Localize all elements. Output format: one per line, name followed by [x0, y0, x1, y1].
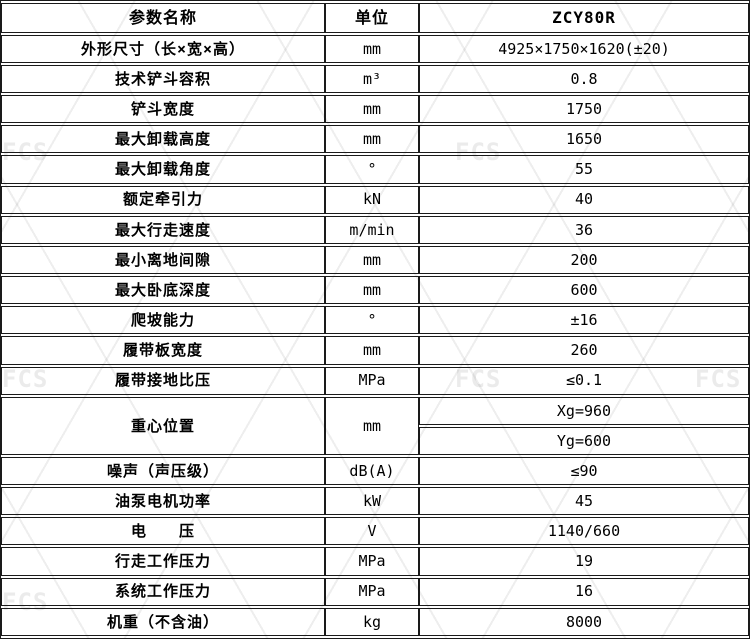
param-name-cell: 履带接地比压: [1, 366, 325, 395]
value-cell: 16: [419, 577, 749, 606]
value-cell: 1650: [419, 125, 749, 154]
unit-cell: mm: [325, 95, 419, 124]
watermark-logo: FCS: [455, 365, 502, 393]
param-name-cell: 电 压: [1, 517, 325, 546]
table-row: 最大行走速度 m/min 36: [1, 215, 749, 244]
value-cell: 260: [419, 336, 749, 365]
table-row: 系统工作压力 MPa 16: [1, 577, 749, 606]
param-name-cell: 油泵电机功率: [1, 487, 325, 516]
unit-cell: mm: [325, 125, 419, 154]
unit-cell: °: [325, 155, 419, 184]
param-name-cell: 系统工作压力: [1, 577, 325, 606]
unit-cell: kg: [325, 607, 419, 636]
param-name-cell: 履带板宽度: [1, 336, 325, 365]
table-row: 外形尺寸（长×宽×高） mm 4925×1750×1620(±20): [1, 34, 749, 63]
unit-cell: mm: [325, 276, 419, 305]
value-cell: 19: [419, 547, 749, 576]
value-cell: ±16: [419, 306, 749, 335]
table-row: 技术铲斗容积 m³ 0.8: [1, 64, 749, 94]
param-name-cell: 额定牵引力: [1, 185, 325, 214]
param-name-cell: 技术铲斗容积: [1, 64, 325, 94]
param-name-cell: 爬坡能力: [1, 306, 325, 335]
unit-cell: MPa: [325, 577, 419, 606]
unit-cell: kN: [325, 185, 419, 214]
table-row: 机重（不含油） kg 8000: [1, 607, 749, 636]
value-cell: 45: [419, 487, 749, 516]
param-name-cell: 最大卧底深度: [1, 276, 325, 305]
table-row: 额定牵引力 kN 40: [1, 185, 749, 214]
unit-cell: m³: [325, 64, 419, 94]
value-cell-xg: Xg=960: [419, 396, 749, 425]
table-row: 最小离地间隙 mm 200: [1, 245, 749, 275]
unit-cell: mm: [325, 336, 419, 365]
value-cell-yg: Yg=600: [419, 426, 749, 455]
value-cell: ≤0.1: [419, 366, 749, 395]
watermark-logo: FCS: [695, 365, 742, 393]
param-name-cell: 外形尺寸（长×宽×高）: [1, 34, 325, 63]
unit-cell: mm: [325, 34, 419, 63]
value-cell: 0.8: [419, 64, 749, 94]
value-cell: 600: [419, 276, 749, 305]
table-row: 最大卧底深度 mm 600: [1, 276, 749, 305]
table-row: 噪声（声压级） dB(A) ≤90: [1, 457, 749, 486]
value-cell: 1750: [419, 95, 749, 124]
value-cell: 36: [419, 215, 749, 244]
param-name-cell: 行走工作压力: [1, 547, 325, 576]
param-name-cell: 最大卸载角度: [1, 155, 325, 184]
watermark-logo: FCS: [2, 588, 49, 616]
value-cell: 55: [419, 155, 749, 184]
value-cell: 8000: [419, 607, 749, 636]
param-name-cell: 最小离地间隙: [1, 245, 325, 275]
param-name-cell: 重心位置: [1, 396, 325, 455]
table-row: 最大卸载高度 mm 1650: [1, 125, 749, 154]
table-row-merged-sub: Yg=600: [1, 426, 749, 455]
unit-cell: mm: [325, 245, 419, 275]
param-name-cell: 最大卸载高度: [1, 125, 325, 154]
unit-cell: dB(A): [325, 457, 419, 486]
unit-cell: mm: [325, 396, 419, 455]
table-row-merged: 重心位置 mm Xg=960: [1, 396, 749, 455]
table-row: 最大卸载角度 ° 55: [1, 155, 749, 184]
param-name-cell: 铲斗宽度: [1, 95, 325, 124]
table-row: 履带接地比压 MPa ≤0.1: [1, 366, 749, 395]
param-name-cell: 机重（不含油）: [1, 607, 325, 636]
value-cell: 1140/660: [419, 517, 749, 546]
table-row: 爬坡能力 ° ±16: [1, 306, 749, 335]
header-parameter-name: 参数名称: [1, 3, 325, 33]
unit-cell: m/min: [325, 215, 419, 244]
value-cell: 200: [419, 245, 749, 275]
table-row: 铲斗宽度 mm 1750: [1, 95, 749, 124]
unit-cell: MPa: [325, 547, 419, 576]
unit-cell: MPa: [325, 366, 419, 395]
watermark-logo: FCS: [2, 365, 49, 393]
value-cell: 40: [419, 185, 749, 214]
param-name-cell: 噪声（声压级）: [1, 457, 325, 486]
value-cell: ≤90: [419, 457, 749, 486]
table-row: 油泵电机功率 kW 45: [1, 487, 749, 516]
table-row: 电 压 V 1140/660: [1, 517, 749, 546]
unit-cell: °: [325, 306, 419, 335]
unit-cell: V: [325, 517, 419, 546]
header-unit: 单位: [325, 3, 419, 33]
value-cell: 4925×1750×1620(±20): [419, 34, 749, 63]
param-name-cell: 最大行走速度: [1, 215, 325, 244]
unit-cell: kW: [325, 487, 419, 516]
header-row: 参数名称 单位 ZCY80R: [1, 3, 749, 33]
header-model: ZCY80R: [419, 3, 749, 33]
table-row: 行走工作压力 MPa 19: [1, 547, 749, 576]
table-row: 履带板宽度 mm 260: [1, 336, 749, 365]
watermark-logo: FCS: [455, 138, 502, 166]
watermark-logo: FCS: [2, 138, 49, 166]
